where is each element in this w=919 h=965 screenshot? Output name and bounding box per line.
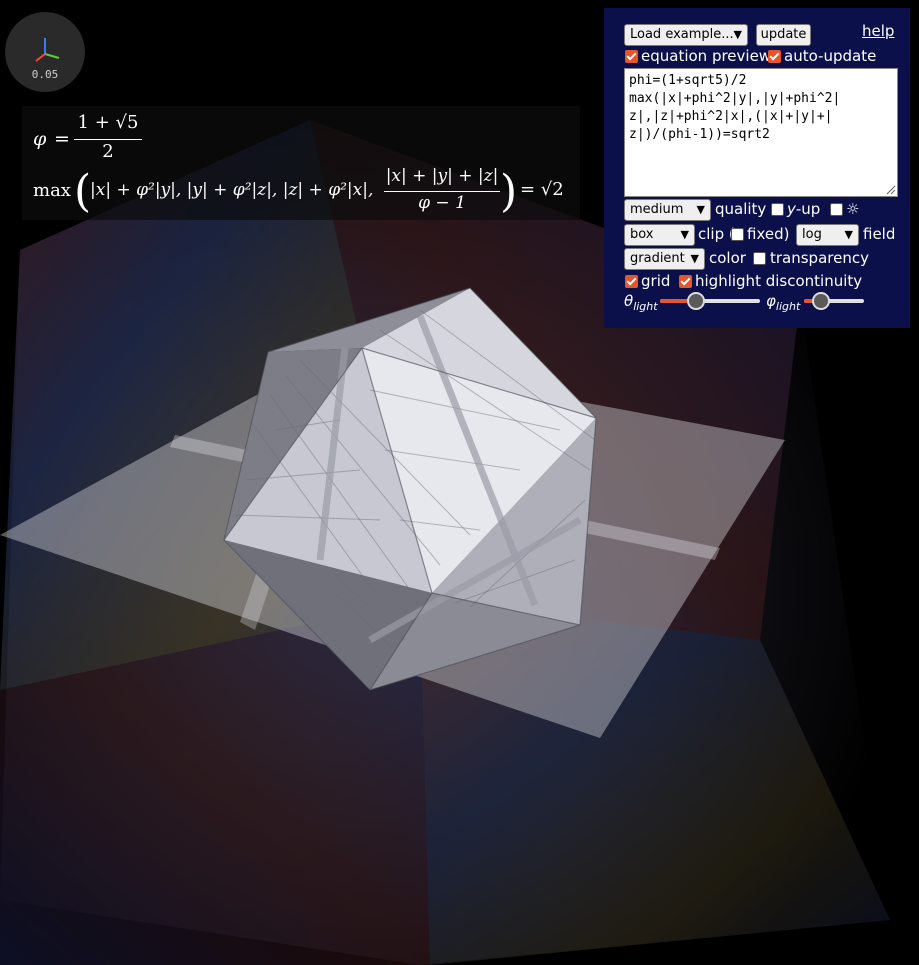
- quality-select[interactable]: medium ▼: [624, 199, 711, 221]
- quality-label: quality: [715, 200, 767, 218]
- fixed-clip-checkbox[interactable]: [731, 228, 744, 241]
- resize-handle-icon[interactable]: [886, 185, 896, 195]
- phi-fraction: 1 + √5 2: [74, 112, 142, 164]
- color-label: color: [709, 249, 746, 267]
- y-up-checkbox[interactable]: [771, 203, 784, 216]
- chevron-down-icon: ▼: [844, 228, 853, 241]
- quality-select-value: medium: [630, 202, 684, 217]
- average-numerator: |x| + |y| + |z|: [385, 166, 499, 186]
- phi-light-symbol: φ: [766, 292, 776, 310]
- phi-light-label: φlight: [766, 292, 800, 316]
- equation-rhs: = √2: [520, 179, 564, 200]
- color-select[interactable]: gradient ▼: [624, 248, 705, 270]
- chevron-down-icon: ▼: [696, 203, 705, 216]
- max-function: max: [33, 180, 71, 201]
- axis-scale-value: 0.05: [31, 68, 59, 81]
- sun-light-checkbox[interactable]: [830, 203, 843, 216]
- theta-light-label: θlight: [624, 292, 658, 316]
- grid-label: grid: [641, 272, 671, 290]
- close-paren: ): [500, 166, 518, 217]
- fixed-label: fixed): [747, 225, 790, 243]
- equation-textarea[interactable]: phi=(1+sqrt5)/2 max(|x|+phi^2|y|,|y|+phi…: [624, 68, 898, 197]
- load-example-select-value: Load example...: [630, 27, 734, 42]
- phi-numerator: 1 + √5: [77, 112, 139, 133]
- color-select-value: gradient: [630, 251, 685, 266]
- clip-label: clip (: [698, 225, 735, 243]
- chevron-down-icon: ▼: [680, 228, 689, 241]
- equation-preview: φ = 1 + √5 2 max ( |x| + φ²|y|, |y| + φ²…: [22, 106, 580, 220]
- theta-light-slider-fill: [660, 299, 696, 303]
- transparency-checkbox[interactable]: [753, 252, 766, 265]
- theta-light-slider-thumb[interactable]: [687, 292, 705, 310]
- clip-select[interactable]: box ▼: [624, 224, 695, 246]
- equals-sign: =: [54, 128, 70, 150]
- update-button[interactable]: update: [756, 24, 811, 46]
- field-select[interactable]: log ▼: [796, 224, 859, 246]
- theta-light-slider[interactable]: [660, 292, 760, 310]
- equation-preview-label: equation preview: [641, 47, 772, 65]
- fraction-bar: [384, 191, 500, 192]
- chevron-down-icon: ▼: [733, 28, 742, 41]
- fraction-bar: [74, 139, 142, 140]
- y-up-label: y-up: [787, 200, 820, 218]
- highlight-discontinuity-checkbox[interactable]: [679, 275, 692, 288]
- theta-light-subscript: light: [633, 300, 658, 313]
- field-select-value: log: [802, 227, 822, 242]
- open-paren: (: [74, 166, 92, 217]
- phi-light-slider[interactable]: [804, 292, 864, 310]
- axis-gizmo-icon: [35, 38, 60, 62]
- phi-denominator: 2: [102, 141, 114, 162]
- field-label: field: [863, 225, 896, 243]
- phi-symbol: φ: [33, 128, 47, 150]
- axis-orientation-widget[interactable]: 0.05: [5, 12, 85, 92]
- max-terms: |x| + φ²|y|, |y| + φ²|z|, |z| + φ²|x|,: [90, 180, 374, 200]
- theta-light-symbol: θ: [624, 292, 634, 310]
- grid-checkbox[interactable]: [625, 275, 638, 288]
- chevron-down-icon: ▼: [690, 252, 699, 265]
- y-up-label-rest: -up: [795, 200, 821, 218]
- highlight-discontinuity-label: highlight discontinuity: [695, 272, 863, 290]
- clip-select-value: box: [630, 227, 654, 242]
- auto-update-checkbox[interactable]: [768, 50, 781, 63]
- control-panel: Load example... ▼ update help equation p…: [604, 8, 910, 328]
- sun-icon: ☼: [846, 200, 860, 218]
- help-link[interactable]: help: [862, 22, 895, 40]
- phi-light-slider-thumb[interactable]: [811, 292, 830, 310]
- transparency-label: transparency: [770, 249, 869, 267]
- auto-update-label: auto-update: [784, 47, 877, 65]
- equation-preview-checkbox[interactable]: [625, 50, 638, 63]
- load-example-select[interactable]: Load example... ▼: [624, 24, 748, 46]
- average-denominator: φ − 1: [418, 193, 466, 213]
- average-fraction: |x| + |y| + |z| φ − 1: [384, 166, 500, 218]
- phi-light-subscript: light: [775, 300, 801, 313]
- y-up-label-y: y: [787, 200, 796, 218]
